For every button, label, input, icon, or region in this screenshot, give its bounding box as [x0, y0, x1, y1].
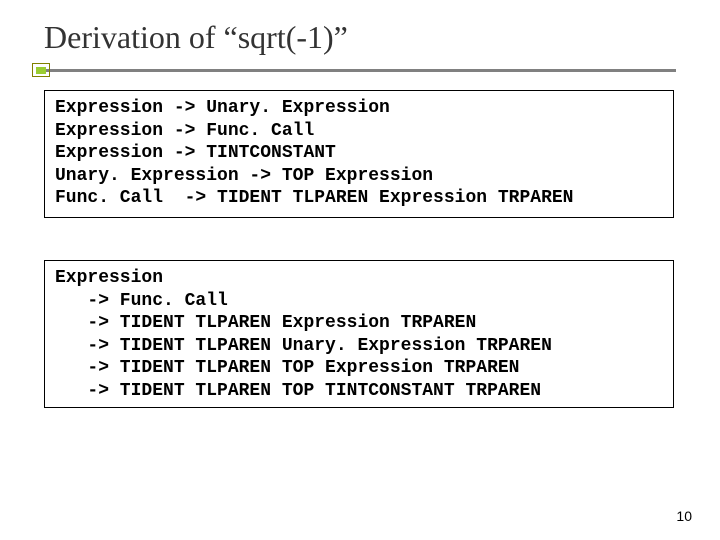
title-accent-fill	[36, 67, 46, 74]
slide-title: Derivation of “sqrt(-1)”	[44, 20, 676, 55]
derivation-line: -> Func. Call	[55, 291, 228, 311]
derivation-box: Expression -> Func. Call -> TIDENT TLPAR…	[44, 260, 674, 408]
title-underline	[44, 69, 676, 72]
derivation-line: Expression	[55, 268, 163, 288]
grammar-box: Expression -> Unary. Expression Expressi…	[44, 90, 674, 218]
grammar-line: Unary. Expression -> TOP Expression	[55, 166, 433, 186]
grammar-line: Expression -> Func. Call	[55, 121, 314, 141]
slide: Derivation of “sqrt(-1)” Expression -> U…	[0, 0, 720, 540]
title-accent-icon	[32, 63, 50, 77]
grammar-line: Expression -> Unary. Expression	[55, 98, 390, 118]
derivation-line: -> TIDENT TLPAREN TOP TINTCONSTANT TRPAR…	[55, 381, 541, 401]
grammar-line: Expression -> TINTCONSTANT	[55, 143, 336, 163]
derivation-line: -> TIDENT TLPAREN Unary. Expression TRPA…	[55, 336, 552, 356]
grammar-line: Func. Call -> TIDENT TLPAREN Expression …	[55, 188, 573, 208]
derivation-line: -> TIDENT TLPAREN TOP Expression TRPAREN	[55, 358, 519, 378]
title-wrap: Derivation of “sqrt(-1)”	[44, 20, 676, 68]
page-number: 10	[676, 508, 692, 524]
derivation-line: -> TIDENT TLPAREN Expression TRPAREN	[55, 313, 476, 333]
